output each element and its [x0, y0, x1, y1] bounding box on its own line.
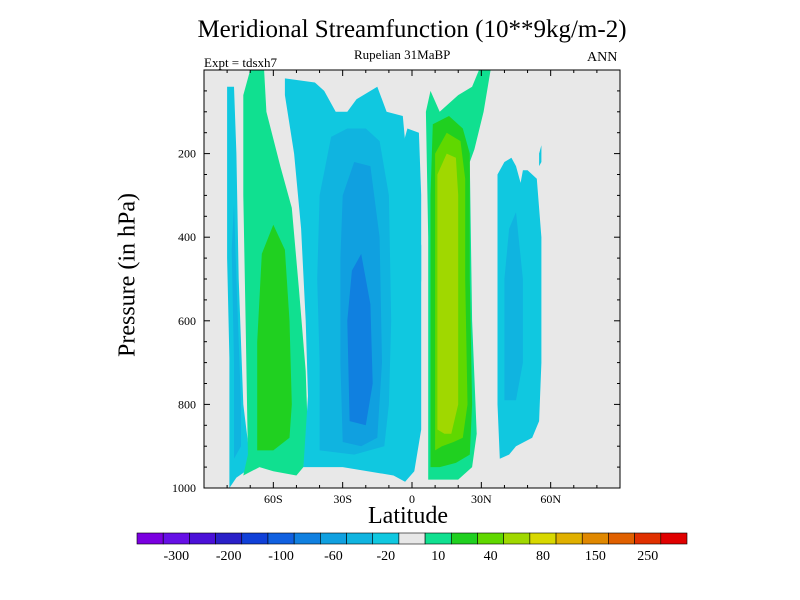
x-tick-label: 60S	[264, 492, 283, 506]
colorbar-swatch	[189, 532, 216, 545]
colorbar-label: -20	[376, 549, 395, 564]
colorbar-label: -60	[324, 549, 343, 564]
contour-region-80	[437, 153, 459, 434]
y-tick-label: 400	[178, 230, 196, 244]
contour-regions	[227, 70, 542, 488]
y-tick-label: 600	[178, 314, 196, 328]
y-tick-label: 1000	[172, 481, 196, 495]
colorbar-swatch	[424, 532, 452, 545]
colorbar-swatch	[293, 532, 321, 545]
colorbar-label: 150	[585, 549, 606, 564]
contour-region--20	[402, 128, 422, 380]
colorbar-swatch	[241, 532, 269, 545]
colorbar-swatch	[162, 532, 190, 545]
x-axis-label: Latitude	[368, 503, 448, 529]
colorbar-swatch	[320, 532, 347, 545]
y-tick-label: 800	[178, 397, 196, 411]
x-tick-label: 30N	[471, 492, 492, 506]
colorbar: -300 -200 -100 -60 -20 10 40 80 150 250	[136, 532, 688, 564]
x-tick-label: 60N	[540, 492, 561, 506]
contour-region--40	[231, 203, 241, 459]
colorbar-label: -200	[216, 549, 242, 564]
chart-subtitle: Rupelian 31MaBP	[354, 47, 451, 62]
season-label: ANN	[587, 50, 618, 65]
colorbar-label: 80	[536, 549, 550, 564]
contour-region--20	[227, 86, 251, 488]
x-tick-label: 0	[409, 492, 415, 506]
x-tick-label: 30S	[333, 492, 352, 506]
colorbar-swatch	[398, 532, 426, 545]
colorbar-label: 10	[431, 549, 445, 564]
colorbar-swatch	[529, 532, 557, 545]
colorbar-swatch	[660, 532, 688, 545]
colorbar-swatch	[372, 532, 400, 545]
colorbar-swatch	[608, 532, 635, 545]
colorbar-swatch	[450, 532, 478, 545]
colorbar-swatch	[136, 532, 164, 545]
colorbar-swatch	[215, 532, 243, 545]
colorbar-swatch	[346, 532, 374, 545]
colorbar-label: 40	[484, 549, 498, 564]
axis-ticks: 60S 30S 0 30N 60N 200 400 600 800 1000	[172, 70, 620, 506]
y-tick-label: 200	[178, 147, 196, 161]
colorbar-swatch	[477, 532, 504, 545]
contour-region-40	[257, 224, 292, 451]
colorbar-swatch	[634, 532, 662, 545]
contour-region--20	[539, 145, 542, 167]
contour-region--40	[504, 212, 523, 401]
colorbar-swatch	[267, 532, 295, 545]
chart-title: Meridional Streamfunction (10**9kg/m-2)	[197, 16, 627, 43]
colorbar-swatch	[581, 532, 609, 545]
contour-region--80	[347, 253, 373, 426]
colorbar-swatch	[555, 532, 583, 545]
colorbar-label: 250	[637, 549, 658, 564]
colorbar-swatch	[503, 532, 531, 545]
colorbar-label: -300	[163, 549, 189, 564]
experiment-label: Expt = tdsxh7	[204, 55, 278, 70]
colorbar-label: -100	[268, 549, 294, 564]
